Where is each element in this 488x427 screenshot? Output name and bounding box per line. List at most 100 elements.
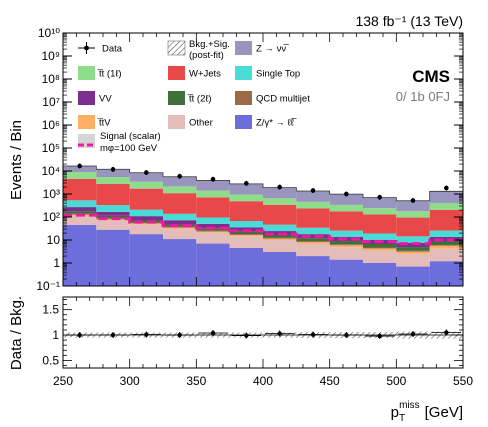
main-x-ticks (62, 33, 464, 286)
ratio-y-axis-title: Data / Bkg. (8, 296, 25, 370)
data-point-0 (77, 163, 82, 169)
stack-bar-znunu-2 (129, 172, 163, 182)
legend-label-bkgsig: Bkg.+Sig. (189, 39, 230, 50)
stack-bar-wjets-11 (429, 209, 463, 231)
legend-label-other: Other (189, 118, 213, 129)
data-point-9 (377, 194, 382, 200)
stack-bar-znunu-8 (329, 194, 363, 205)
x-axis: 250 300 350 400 450 500 550 (53, 297, 473, 388)
stack-bar-ttbar2l-2 (129, 220, 163, 223)
stack-bar-vv-10 (396, 243, 430, 248)
stack-bar-qcd-10 (396, 250, 430, 252)
stack-bar-ttv-4 (196, 231, 230, 233)
data-point-10 (410, 198, 416, 203)
ratio-y-axis: 0.5 1 1.5 (42, 299, 463, 367)
stack-bar-zll-3 (163, 239, 197, 286)
stack-bar-znunu-11 (429, 191, 463, 204)
stack-bar-ttv-8 (329, 245, 363, 248)
stack-bar-ttbar1l-0 (63, 172, 97, 179)
stack-bar-qcd-3 (163, 226, 197, 228)
legend-label-data: Data (102, 44, 123, 55)
stack-bar-other-4 (196, 232, 230, 244)
stack-bar-znunu-9 (363, 197, 397, 209)
data-point-8 (344, 191, 349, 197)
ratio-point-4 (210, 330, 216, 336)
ratio-point-9 (377, 333, 382, 339)
stack-bar-singletop-8 (329, 230, 363, 238)
stack-bar-ttbar2l-9 (363, 244, 397, 248)
ratio-point-3 (177, 332, 182, 338)
data-point-7 (310, 188, 316, 193)
stack-bar-singletop-5 (229, 221, 263, 228)
stack-bar-zll-0 (63, 224, 97, 286)
y-axis-title: Events / Bin (8, 120, 25, 200)
stack-bar-other-11 (429, 248, 463, 262)
lumi-label: 138 fb⁻¹ (13 TeV) (355, 13, 463, 29)
legend-swatch-bkgsig (167, 40, 186, 56)
x-tick-label: 300 (120, 374, 140, 388)
stack-bar-other-1 (96, 220, 130, 230)
stack-bar-other-7 (296, 243, 330, 257)
stack-bar-znunu-6 (263, 187, 297, 199)
x-axis-title: pTmiss [GeV] (391, 400, 463, 424)
stack-bar-znunu-3 (163, 176, 197, 187)
stack-bar-znunu-1 (96, 169, 130, 178)
legend-label-bkgsig-2: (post-fit) (189, 50, 224, 61)
y-tick-label: 10² (43, 210, 60, 224)
stack-bar-vv-1 (96, 211, 130, 216)
stack-bar-ttbar2l-0 (63, 211, 97, 214)
stack-bar-ttbar2l-8 (329, 241, 363, 245)
x-tick-label: 550 (453, 374, 473, 388)
stack-bar-wjets-0 (63, 178, 97, 201)
stack-bar-zll-2 (129, 234, 163, 286)
stack-bar-zll-7 (296, 256, 330, 286)
data-point-3 (177, 173, 182, 179)
signal-layer (63, 213, 463, 246)
legend-label-singletop: Single Top (256, 69, 300, 80)
stack-bar-vv-11 (429, 236, 463, 242)
main-panel: 10⁻¹ 1 10 10² 10³ 10⁴ 10⁵ 10⁶ 10⁷ 10⁸ 10⁹ 10¹⁰ (36, 26, 464, 293)
y-tick-label: 10⁹ (42, 49, 61, 63)
stack-bar-singletop-11 (429, 230, 463, 237)
stack-bar-qcd-2 (129, 222, 163, 224)
stack-bar-wjets-3 (163, 193, 197, 214)
stack-bar-zll-11 (429, 261, 463, 286)
ratio-y-tick-label: 1.5 (42, 303, 59, 317)
cms-label: CMS (412, 67, 450, 86)
legend-swatch-qcd (235, 91, 252, 105)
stack-bar-singletop-1 (96, 205, 130, 212)
y-tick-label: 10 (47, 233, 61, 247)
stack-bar-ttbar1l-9 (363, 208, 397, 215)
stack-bar-wjets-1 (96, 183, 130, 206)
stack-bar-ttbar1l-3 (163, 186, 197, 194)
stack-bar-vv-0 (63, 207, 97, 212)
stack-bar-other-3 (163, 228, 197, 240)
ratio-y-tick-label: 0.5 (42, 353, 59, 367)
stack-bar-ttv-10 (396, 251, 430, 254)
stack-bar-ttv-9 (363, 248, 397, 251)
stack-bar-qcd-11 (429, 244, 463, 246)
ratio-point-8 (344, 332, 349, 338)
stack-bar-other-8 (329, 247, 363, 260)
stack-bar-singletop-9 (363, 233, 397, 240)
stack-bar-vv-3 (163, 220, 197, 225)
stack-bar-wjets-6 (263, 204, 297, 225)
ratio-point-11 (444, 330, 449, 335)
stack-bar-ttbar2l-10 (396, 247, 430, 251)
stack-bar-other-6 (263, 240, 297, 253)
stack-bar-zll-9 (363, 263, 397, 286)
legend: Data Bkg.+Sig.(post-fit) Z → νν̅ t̅t (1ℓ) W+… (78, 39, 310, 154)
stack-bar-zll-4 (196, 243, 230, 286)
stack-bar-wjets-4 (196, 197, 230, 218)
legend-swatch-ttbar1l (78, 66, 95, 80)
stack-bar-ttbar1l-10 (396, 211, 430, 218)
legend-label-ttv: t̅tV (97, 118, 111, 129)
x-tick-label: 250 (53, 374, 73, 388)
stack-bar-zll-6 (263, 252, 297, 286)
x-tick-label: 500 (386, 374, 406, 388)
y-tick-label: 10⁴ (41, 164, 60, 178)
stack-bar-zll-1 (96, 229, 130, 286)
stack-bar-ttbar2l-3 (163, 224, 197, 227)
data-point-2 (144, 170, 149, 175)
